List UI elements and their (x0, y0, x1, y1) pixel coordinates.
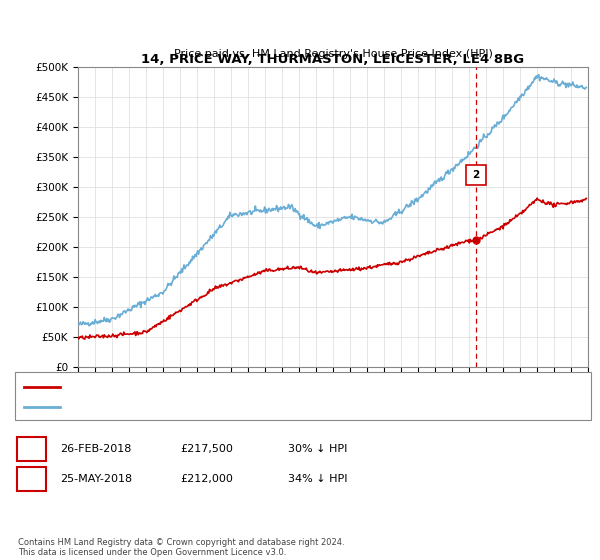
Text: 1: 1 (28, 444, 35, 454)
Text: 34% ↓ HPI: 34% ↓ HPI (288, 474, 347, 484)
Text: Contains HM Land Registry data © Crown copyright and database right 2024.
This d: Contains HM Land Registry data © Crown c… (18, 538, 344, 557)
Text: 2: 2 (473, 170, 480, 180)
Text: HPI: Average price, detached house, Charnwood: HPI: Average price, detached house, Char… (66, 402, 307, 412)
Text: 14, PRICE WAY, THURMASTON, LEICESTER, LE4 8BG (detached house): 14, PRICE WAY, THURMASTON, LEICESTER, LE… (66, 382, 414, 392)
Text: 26-FEB-2018: 26-FEB-2018 (60, 444, 131, 454)
Text: Price paid vs. HM Land Registry's House Price Index (HPI): Price paid vs. HM Land Registry's House … (173, 49, 493, 59)
Text: £217,500: £217,500 (180, 444, 233, 454)
Text: £212,000: £212,000 (180, 474, 233, 484)
Text: 30% ↓ HPI: 30% ↓ HPI (288, 444, 347, 454)
Text: 25-MAY-2018: 25-MAY-2018 (60, 474, 132, 484)
Text: 2: 2 (28, 474, 35, 484)
Title: 14, PRICE WAY, THURMASTON, LEICESTER, LE4 8BG: 14, PRICE WAY, THURMASTON, LEICESTER, LE… (142, 53, 524, 66)
